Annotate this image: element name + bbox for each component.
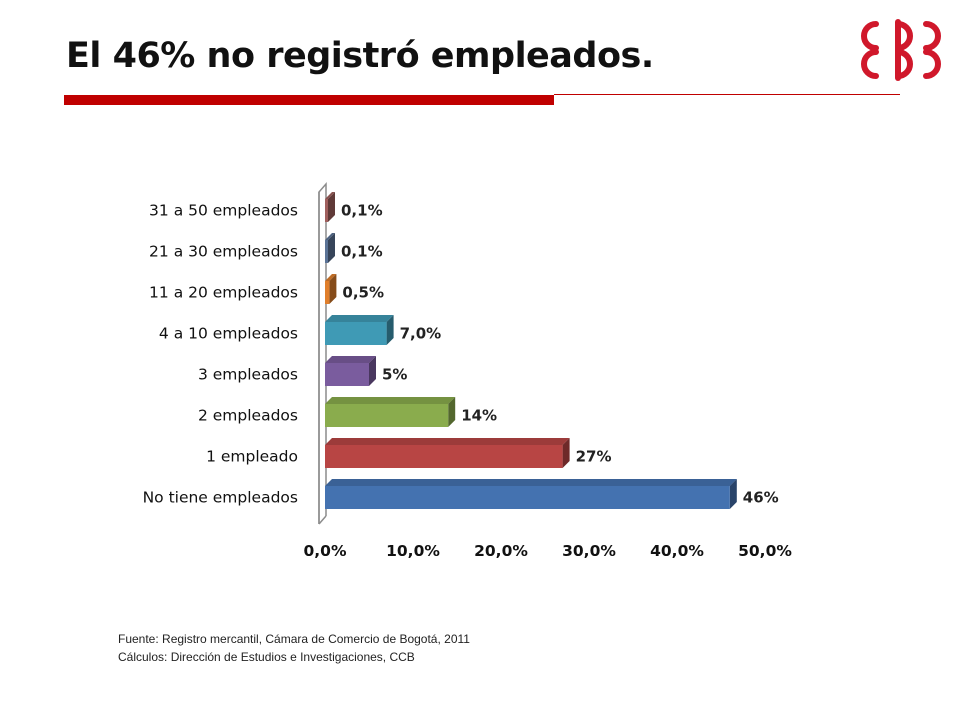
data-label: 14%	[461, 407, 497, 425]
x-tick-label: 40,0%	[650, 542, 704, 560]
data-label: 27%	[576, 448, 612, 466]
bar-side	[448, 397, 456, 427]
chart-wall-edge	[318, 515, 327, 525]
category-label: 1 empleado	[206, 448, 298, 466]
data-label: 5%	[382, 366, 407, 384]
bar-side	[328, 233, 335, 263]
bar-side	[562, 438, 570, 468]
bar	[325, 322, 387, 345]
category-label: 31 a 50 empleados	[149, 202, 298, 220]
chart-wall	[318, 182, 327, 524]
bar-side	[328, 192, 335, 222]
bar-side	[386, 315, 394, 345]
bar-top	[325, 315, 394, 322]
bar	[325, 281, 330, 304]
x-tick-label: 50,0%	[738, 542, 792, 560]
data-label: 0,5%	[342, 284, 384, 302]
x-tick-label: 10,0%	[386, 542, 440, 560]
x-tick-label: 20,0%	[474, 542, 528, 560]
bar	[325, 199, 328, 222]
data-label: 7,0%	[400, 325, 442, 343]
title-underline-thin	[554, 94, 900, 95]
x-tick-label: 30,0%	[562, 542, 616, 560]
bar	[325, 363, 369, 386]
source-line: Fuente: Registro mercantil, Cámara de Co…	[118, 632, 470, 646]
title-underline-thick	[64, 95, 554, 105]
category-label: No tiene empleados	[143, 489, 298, 507]
bar-side	[729, 479, 737, 509]
bar-top	[325, 192, 335, 199]
x-tick-label: 0,0%	[304, 542, 347, 560]
bar-top	[325, 356, 376, 363]
bar-side	[369, 356, 376, 386]
bar-top	[325, 479, 737, 486]
bar	[325, 240, 328, 263]
slide-title: El 46% no registró empleados.	[66, 36, 654, 76]
category-label: 4 a 10 empleados	[159, 325, 298, 343]
data-label: 0,1%	[341, 202, 383, 220]
bar	[325, 404, 449, 427]
bar-top	[325, 233, 335, 240]
data-label: 46%	[743, 489, 779, 507]
source-note: Fuente: Registro mercantil, Cámara de Co…	[118, 630, 470, 666]
category-label: 2 empleados	[198, 407, 298, 425]
category-label: 21 a 30 empleados	[149, 243, 298, 261]
ccb-logo	[861, 19, 941, 81]
calculations-line: Cálculos: Dirección de Estudios e Invest…	[118, 650, 415, 664]
category-label: 3 empleados	[198, 366, 298, 384]
bar-side	[329, 274, 337, 304]
bar-top	[325, 397, 456, 404]
data-label: 0,1%	[341, 243, 383, 261]
bar	[325, 486, 730, 509]
category-label: 11 a 20 empleados	[149, 284, 298, 302]
bar-top	[325, 274, 337, 281]
bar-top	[325, 438, 570, 445]
bar	[325, 445, 563, 468]
